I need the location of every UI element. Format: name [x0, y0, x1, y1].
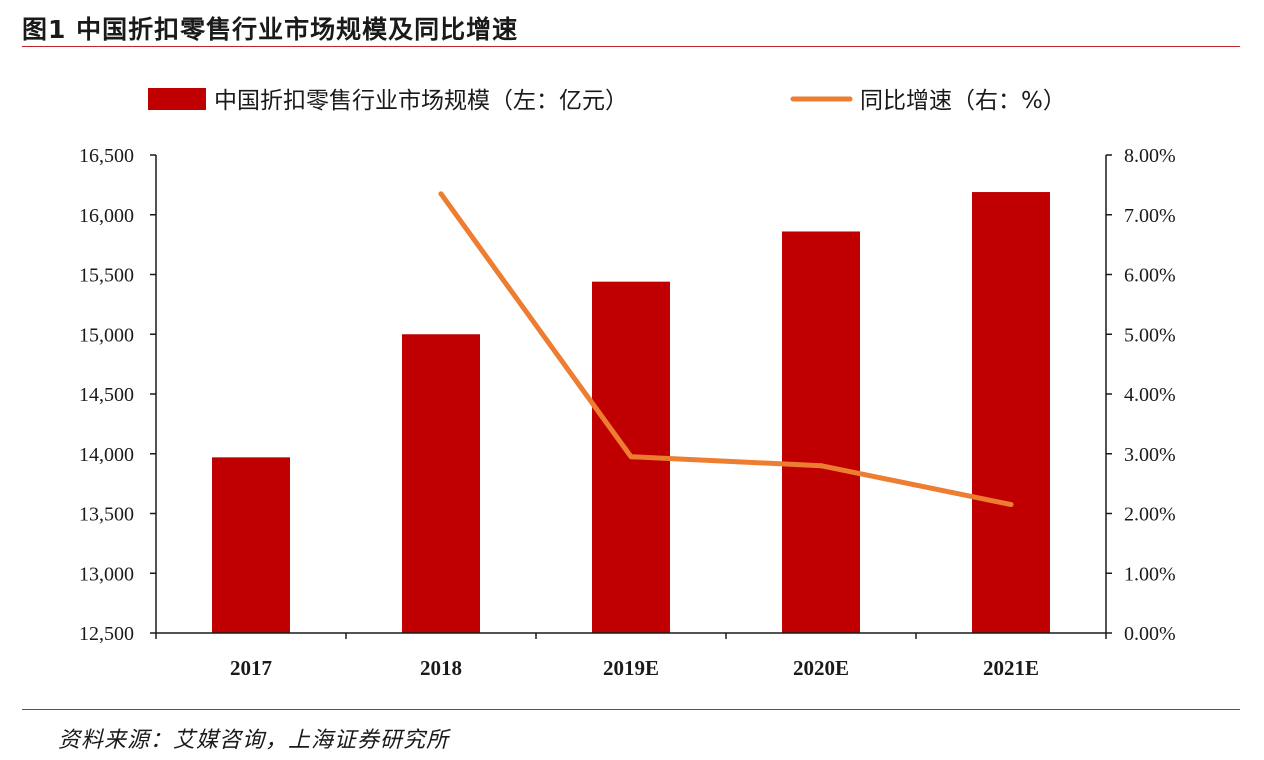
right-tick-label: 0.00%: [1124, 623, 1176, 645]
chart-axes: 12,500 13,000 13,500 14,000 14,500 15,000 15,5…: [79, 145, 1176, 680]
x-tick-label: 2020E: [793, 656, 849, 680]
growth-point-2: [818, 463, 824, 469]
left-tick-label: 12,500: [79, 623, 134, 645]
x-tick-label: 2021E: [983, 656, 1039, 680]
legend-bar-label: 中国折扣零售行业市场规模（左：亿元）: [214, 88, 628, 114]
right-tick-label: 4.00%: [1124, 384, 1176, 406]
x-tick-label: 2019E: [603, 656, 659, 680]
x-tick-label: 2017: [230, 656, 272, 680]
title-rule: [22, 46, 1240, 47]
left-tick-label: 16,000: [79, 205, 134, 227]
growth-line: [438, 191, 1014, 508]
combo-chart: 中国折扣零售行业市场规模（左：亿元） 同比增速（右：%） 12,500 13,000…: [79, 88, 1176, 680]
source-rule: [22, 709, 1240, 710]
growth-point-0: [438, 191, 444, 197]
bar-2018: [402, 334, 480, 633]
left-tick-label: 16,500: [79, 145, 134, 167]
right-tick-label: 1.00%: [1124, 563, 1176, 585]
left-tick-label: 14,000: [79, 444, 134, 466]
right-tick-label: 5.00%: [1124, 324, 1176, 346]
chart-legend: 中国折扣零售行业市场规模（左：亿元） 同比增速（右：%）: [148, 88, 1066, 114]
growth-point-1: [628, 454, 634, 460]
left-tick-label: 14,500: [79, 384, 134, 406]
left-tick-label: 15,500: [79, 265, 134, 287]
legend-bar-swatch: [148, 88, 206, 110]
bar-2017: [212, 457, 290, 633]
left-tick-label: 13,000: [79, 563, 134, 585]
right-tick-label: 2.00%: [1124, 504, 1176, 526]
figure-title: 图1 中国折扣零售行业市场规模及同比增速: [22, 15, 519, 44]
source-note: 资料来源：艾媒咨询，上海证券研究所: [58, 728, 450, 753]
right-tick-label: 6.00%: [1124, 265, 1176, 287]
growth-point-3: [1008, 502, 1014, 508]
right-tick-label: 7.00%: [1124, 205, 1176, 227]
line-series: [438, 191, 1014, 508]
right-tick-label: 8.00%: [1124, 145, 1176, 167]
bar-series: [212, 192, 1050, 634]
x-tick-label: 2018: [420, 656, 462, 680]
right-tick-label: 3.00%: [1124, 444, 1176, 466]
legend-line-label: 同比增速（右：%）: [860, 88, 1066, 114]
bar-2021E: [972, 192, 1050, 634]
left-tick-label: 13,500: [79, 504, 134, 526]
bar-2020E: [782, 231, 860, 634]
left-tick-label: 15,000: [79, 324, 134, 346]
